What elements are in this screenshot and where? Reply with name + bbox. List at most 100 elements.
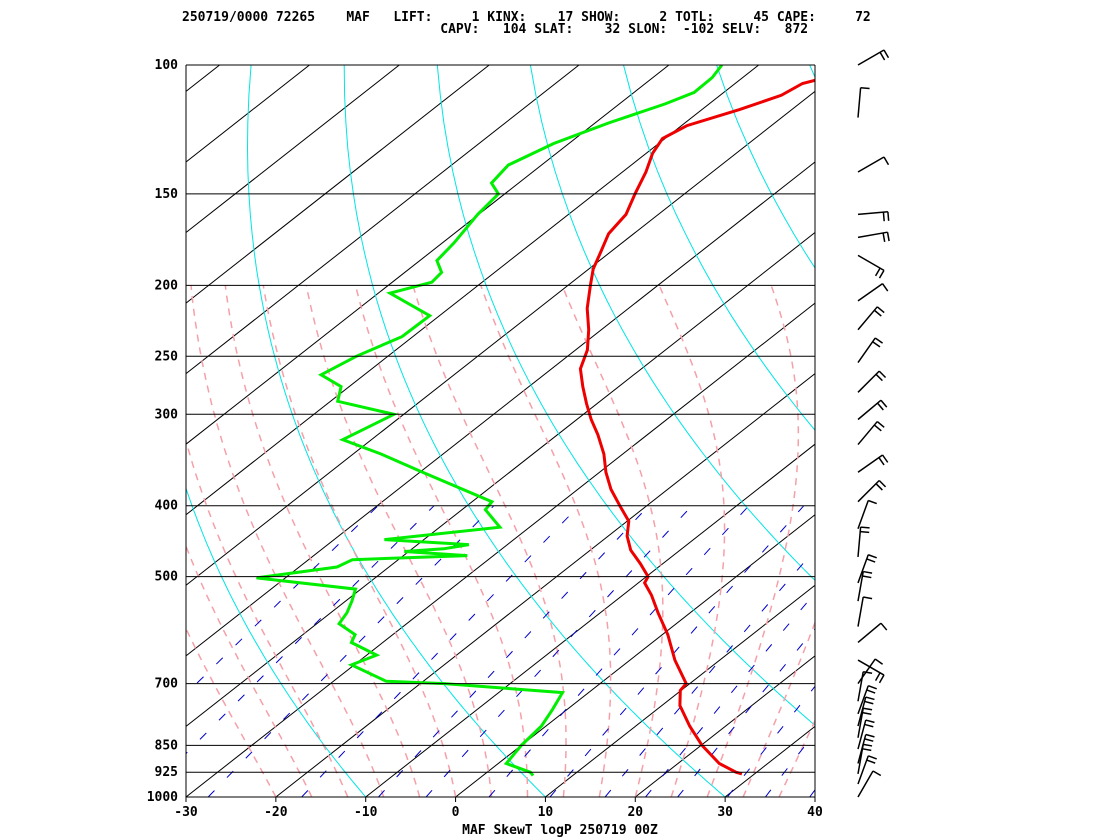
wind-barb-flag [873, 309, 882, 317]
wind-barb-flag [879, 51, 886, 61]
wind-barb-staff [857, 527, 862, 558]
isotherm-line [545, 584, 815, 797]
wind-barb-flag [874, 267, 881, 277]
pressure-label: 500 [155, 570, 179, 585]
wind-barb-staff [857, 283, 884, 302]
wind-barb-flag [880, 399, 888, 408]
temperature-trace [578, 78, 815, 776]
wind-barb-staff [857, 211, 888, 216]
mixing-ratio-line [549, 505, 805, 797]
moist-adiabat [186, 544, 313, 797]
wind-barb-flag [863, 743, 873, 747]
moist-adiabat [778, 719, 815, 797]
wind-barb-staff [857, 770, 874, 798]
sounding-header-line-1: 250719/0000 72265 MAF LIFT: 1 KINX: 17 S… [182, 10, 871, 25]
wind-barb-staff [857, 479, 880, 503]
wind-barb-flag [878, 479, 887, 488]
wind-barb-staff [857, 87, 862, 118]
isotherm-line [186, 231, 815, 728]
isotherm-line [724, 725, 815, 797]
moist-adiabat [354, 285, 529, 797]
wind-barb-flag [866, 689, 876, 694]
moist-adiabat [706, 285, 800, 797]
wind-barb-staff [857, 156, 885, 173]
moist-adiabat [305, 285, 493, 797]
wind-barb-flag [881, 454, 889, 463]
temperature-tick-label: -30 [174, 805, 198, 820]
wind-barb-flag [882, 212, 885, 222]
pressure-label: 925 [155, 765, 178, 780]
wind-barb-flag [863, 707, 873, 711]
wind-barb-flag [883, 49, 890, 59]
wind-barb-flag [880, 622, 888, 631]
mixing-ratio-line [677, 627, 815, 797]
wind-barb-flag [863, 670, 873, 675]
mixing-ratio-line [604, 548, 815, 797]
wind-barb-staff [857, 719, 867, 750]
mixing-ratio-line [425, 505, 693, 797]
pressure-label: 300 [155, 407, 179, 422]
wind-barb-staff [857, 500, 869, 529]
wind-barbs [857, 49, 890, 798]
wind-barb-flag [864, 723, 874, 728]
temperature-tick-label: -20 [264, 805, 288, 820]
temperature-tick-label: 0 [452, 805, 460, 820]
dry-adiabat [809, 65, 815, 79]
temperature-tick-label: -10 [354, 805, 378, 820]
wind-barb-staff [857, 254, 885, 272]
pressure-label: 200 [155, 278, 179, 293]
wind-barb-staff [857, 659, 885, 676]
wind-barb-flag [866, 759, 876, 764]
wind-barb-flag [868, 755, 877, 760]
pressure-label: 700 [155, 677, 179, 692]
wind-barb-flag [864, 700, 874, 705]
wind-barb-flag [883, 156, 890, 166]
isotherm-line [186, 65, 220, 93]
isotherm-line [186, 90, 815, 586]
wind-barb-staff [857, 337, 876, 364]
pressure-label: 1000 [147, 790, 178, 805]
wind-barb-flag [878, 269, 885, 279]
dry-adiabat [716, 65, 815, 269]
wind-barb-flag [862, 748, 872, 752]
wind-barb-flag [868, 499, 877, 505]
wind-barb-staff [857, 658, 876, 685]
moist-adiabat [224, 285, 421, 797]
moist-adiabat [412, 285, 567, 797]
wind-barb-flag [872, 770, 882, 777]
dry-adiabat [996, 65, 1120, 797]
sounding-header-line-2: CAPV: 104 SLAT: 32 SLON: -102 SELV: 872 [182, 22, 809, 37]
wind-barb-flag [875, 373, 883, 382]
dry-adiabat [903, 65, 1120, 797]
wind-barb-staff [857, 622, 882, 644]
isotherm-line [365, 443, 815, 797]
dry-adiabat [1089, 65, 1120, 797]
moist-adiabat [814, 795, 815, 797]
moist-adiabat [658, 285, 726, 797]
wind-barb-flag [860, 530, 870, 534]
wind-barb-flag [887, 211, 890, 221]
wind-barb-flag [860, 526, 870, 529]
wind-barb-flag [868, 554, 877, 559]
wind-barb-flag [876, 306, 885, 314]
wind-barb-flag [863, 596, 873, 600]
mixing-ratio-line [645, 592, 815, 797]
wind-barb-flag [862, 711, 872, 715]
dry-adiabat [343, 65, 726, 797]
wind-barb-flag [872, 341, 881, 348]
wind-barb-flag [868, 685, 877, 690]
isotherm-line [186, 65, 400, 234]
wind-barb-flag [865, 719, 875, 724]
wind-barb-flag [865, 696, 875, 701]
mixing-ratio-line [207, 505, 495, 797]
isotherm-line [186, 65, 490, 304]
mixing-ratio-line [809, 789, 815, 797]
mixing-ratio-line [186, 505, 379, 695]
pressure-label: 150 [155, 187, 179, 202]
wind-barb-flag [860, 86, 870, 90]
temperature-tick-label: 40 [807, 805, 823, 820]
isotherm-line [186, 161, 815, 657]
pressure-label: 850 [155, 738, 179, 753]
moist-adiabat [186, 626, 277, 797]
